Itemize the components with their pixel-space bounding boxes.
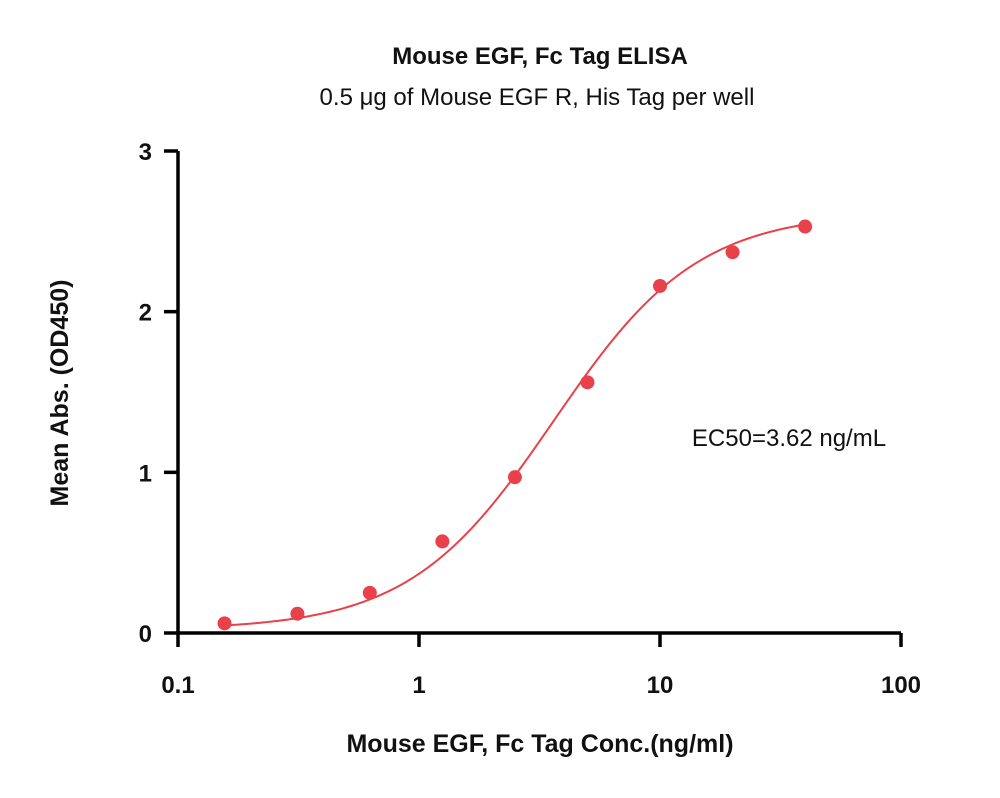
x-tick-label: 10 [647,672,674,699]
y-ticks: 0 1 2 3 [139,139,178,648]
x-axis-label: Mouse EGF, Fc Tag Conc.(ng/ml) [346,730,733,758]
y-tick-label: 1 [139,460,152,487]
chart-subtitle: 0.5 μg of Mouse EGF R, His Tag per well [320,84,755,111]
ec50-annotation: EC50=3.62 ng/mL [692,425,886,452]
axes [176,151,901,635]
x-ticks: 0.1 1 10 100 [161,633,921,699]
data-point [362,585,377,600]
y-axis-label: Mean Abs. (OD450) [46,280,74,507]
data-point [217,616,232,631]
data-points [217,219,813,631]
chart-title: Mouse EGF, Fc Tag ELISA [392,43,688,70]
data-point [435,534,450,549]
data-point [798,219,813,234]
data-point [507,470,522,485]
y-tick-label: 2 [139,300,152,327]
y-tick-label: 3 [139,139,152,166]
x-tick-label: 0.1 [161,672,194,699]
x-tick-label: 100 [881,672,921,699]
y-tick-label: 0 [139,621,152,648]
data-point [653,278,667,293]
x-tick-label: 1 [412,672,425,699]
data-point [725,245,740,260]
data-point [290,606,305,621]
data-point [580,375,595,390]
